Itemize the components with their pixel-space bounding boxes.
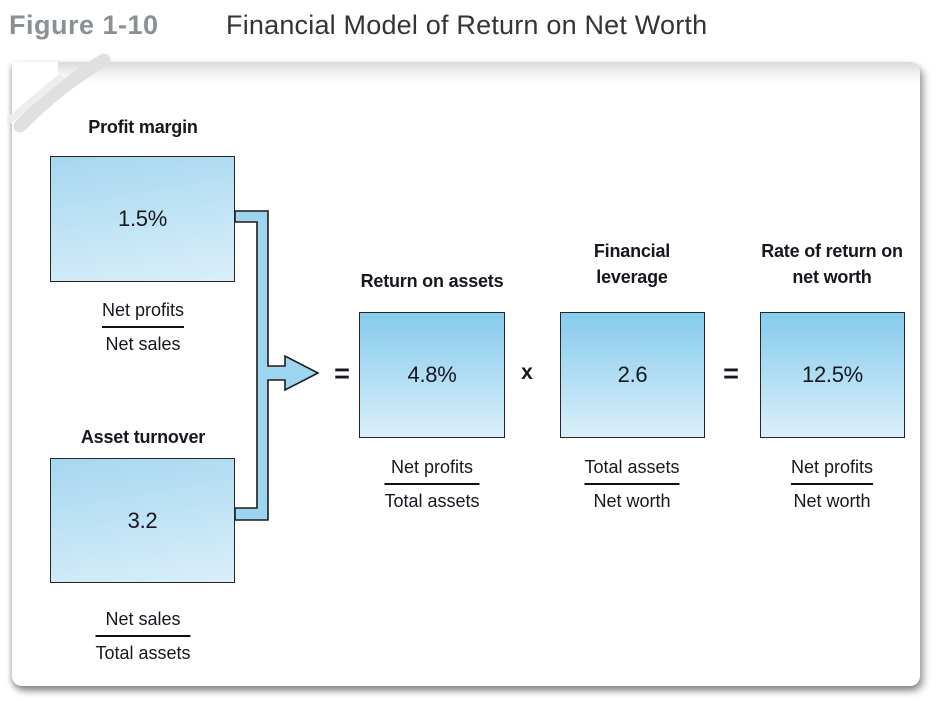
return-on-assets-denominator: Total assets: [384, 491, 480, 511]
fraction-bar: [584, 483, 680, 485]
profit-margin-value: 1.5%: [118, 206, 167, 231]
asset-turnover-fraction: Net sales Total assets: [93, 607, 192, 665]
corner-swoosh-decoration-icon: [6, 53, 111, 133]
rate-of-return-label: Rate of return on net worth: [761, 241, 903, 287]
figure-number-label: Figure 1-10: [9, 10, 159, 40]
fraction-bar: [95, 635, 191, 637]
return-on-assets-box: 4.8%: [359, 312, 505, 438]
profit-margin-numerator: Net profits: [101, 300, 185, 320]
merge-arrow-icon: [235, 210, 320, 521]
profit-margin-fraction: Net profits Net sales: [100, 298, 186, 356]
return-on-assets-fraction: Net profits Total assets: [382, 455, 481, 513]
rate-of-return-denominator: Net worth: [793, 491, 871, 511]
rate-of-return-fraction: Net profits Net worth: [789, 455, 875, 513]
financial-leverage-label: Financial leverage: [593, 241, 671, 287]
profit-margin-box: 1.5%: [50, 156, 235, 282]
equals-operator-1: =: [334, 358, 350, 389]
asset-turnover-denominator: Total assets: [95, 643, 191, 663]
fraction-bar: [384, 483, 480, 485]
financial-leverage-fraction: Total assets Net worth: [582, 455, 681, 513]
fraction-bar: [790, 483, 874, 485]
return-on-assets-numerator: Net profits: [390, 457, 474, 477]
equals-operator-2: =: [723, 358, 739, 389]
rate-of-return-numerator: Net profits: [790, 457, 874, 477]
financial-leverage-numerator: Total assets: [584, 457, 680, 477]
rate-of-return-box: 12.5%: [760, 312, 905, 438]
figure-title: Financial Model of Return on Net Worth: [226, 10, 708, 40]
financial-leverage-denominator: Net worth: [593, 491, 671, 511]
financial-leverage-value: 2.6: [617, 362, 648, 387]
multiply-operator: x: [521, 361, 533, 384]
asset-turnover-label: Asset turnover: [80, 427, 206, 447]
financial-leverage-box: 2.6: [560, 312, 705, 438]
profit-margin-label: Profit margin: [88, 117, 198, 137]
return-on-assets-label: Return on assets: [360, 271, 504, 291]
panel-top-shading: [58, 62, 920, 84]
asset-turnover-numerator: Net sales: [105, 609, 181, 629]
asset-turnover-value: 3.2: [127, 507, 158, 533]
fraction-bar: [101, 326, 185, 328]
asset-turnover-box: 3.2: [50, 458, 235, 583]
profit-margin-denominator: Net sales: [105, 334, 181, 354]
return-on-assets-value: 4.8%: [407, 362, 457, 387]
rate-of-return-value: 12.5%: [802, 362, 863, 387]
